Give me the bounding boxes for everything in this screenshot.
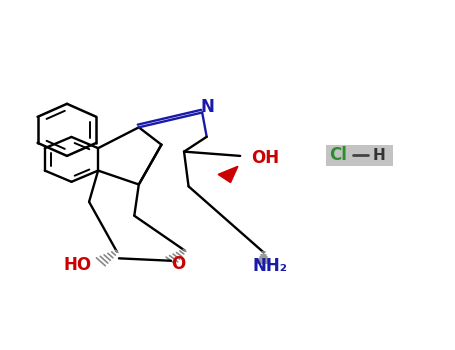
Text: NH₂: NH₂ [253,257,288,275]
Text: H: H [372,148,385,163]
Text: OH: OH [252,149,279,167]
Text: Cl: Cl [329,146,347,164]
Text: N: N [201,98,215,116]
Text: HO: HO [64,256,92,274]
FancyBboxPatch shape [326,145,394,166]
Text: O: O [171,255,185,273]
Polygon shape [218,166,238,183]
